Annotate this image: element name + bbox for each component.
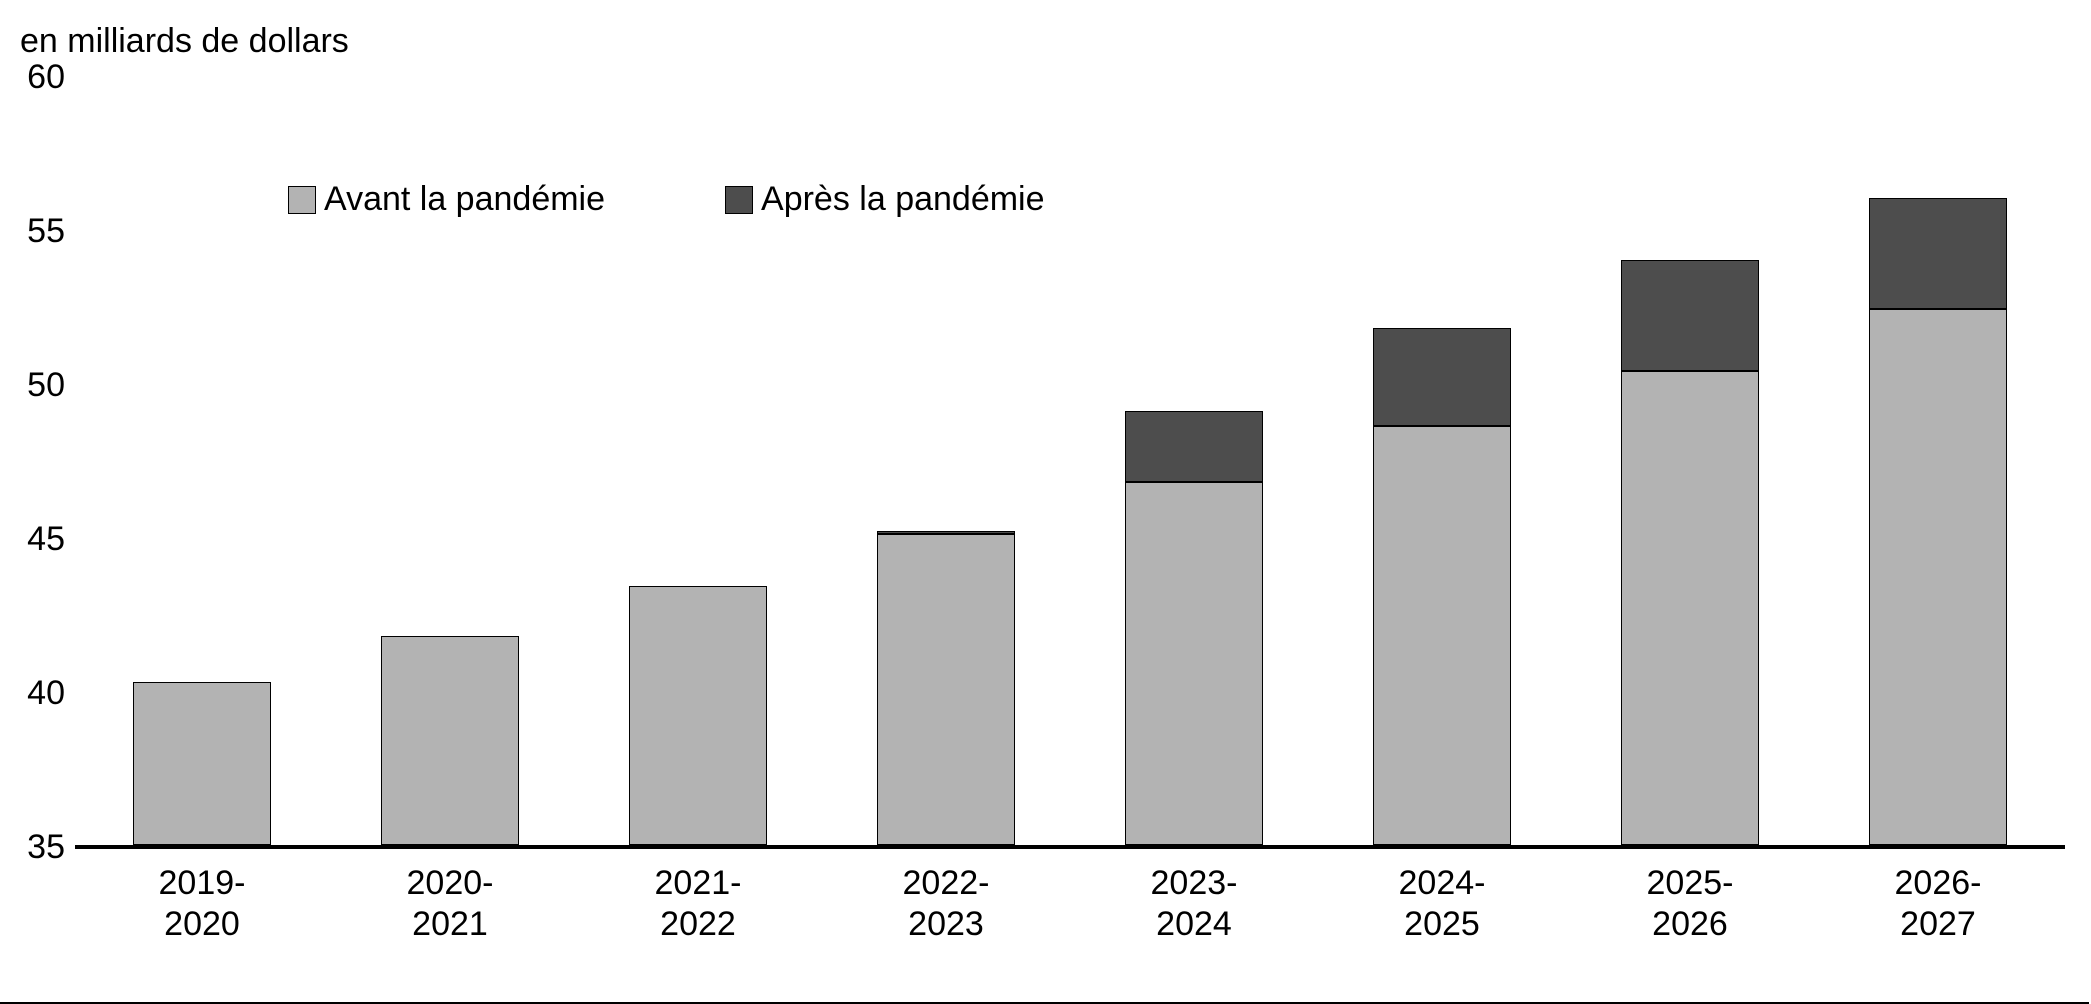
x-tick-label: 2020- 2021 <box>351 863 549 945</box>
bar-segment-avant <box>1869 309 2007 845</box>
y-tick-label: 40 <box>5 674 65 713</box>
y-tick-label: 55 <box>5 212 65 251</box>
bar-segment-apres <box>1621 260 1759 371</box>
x-tick-label: 2021- 2022 <box>599 863 797 945</box>
legend-item-avant: Avant la pandémie <box>288 180 605 219</box>
legend-label-avant: Avant la pandémie <box>324 180 605 219</box>
stacked-bar-chart: en milliards de dollars Avant la pandémi… <box>0 0 2091 1004</box>
bar-segment-avant <box>1373 426 1511 845</box>
x-tick-label: 2026- 2027 <box>1839 863 2037 945</box>
bar-segment-apres <box>877 531 1015 534</box>
bar-segment-avant <box>877 534 1015 845</box>
x-tick-label: 2019- 2020 <box>103 863 301 945</box>
x-tick-label: 2025- 2026 <box>1591 863 1789 945</box>
y-tick-label: 45 <box>5 520 65 559</box>
legend: Avant la pandémie Après la pandémie <box>288 180 1045 219</box>
bar-segment-avant <box>1125 482 1263 845</box>
legend-swatch-apres <box>725 186 753 214</box>
bar-segment-apres <box>1373 328 1511 427</box>
x-tick-label: 2022- 2023 <box>847 863 1045 945</box>
bar-segment-apres <box>1125 411 1263 482</box>
x-tick-label: 2023- 2024 <box>1095 863 1293 945</box>
legend-item-apres: Après la pandémie <box>725 180 1045 219</box>
bar-segment-apres <box>1869 198 2007 309</box>
x-tick-label: 2024- 2025 <box>1343 863 1541 945</box>
legend-swatch-avant <box>288 186 316 214</box>
bar-segment-avant <box>381 636 519 845</box>
y-axis-title: en milliards de dollars <box>20 22 349 61</box>
legend-label-apres: Après la pandémie <box>761 180 1045 219</box>
y-tick-label: 50 <box>5 366 65 405</box>
bar-segment-avant <box>133 682 271 845</box>
y-tick-label: 35 <box>5 828 65 867</box>
bar-segment-avant <box>1621 371 1759 845</box>
bar-segment-avant <box>629 586 767 845</box>
y-tick-label: 60 <box>5 58 65 97</box>
